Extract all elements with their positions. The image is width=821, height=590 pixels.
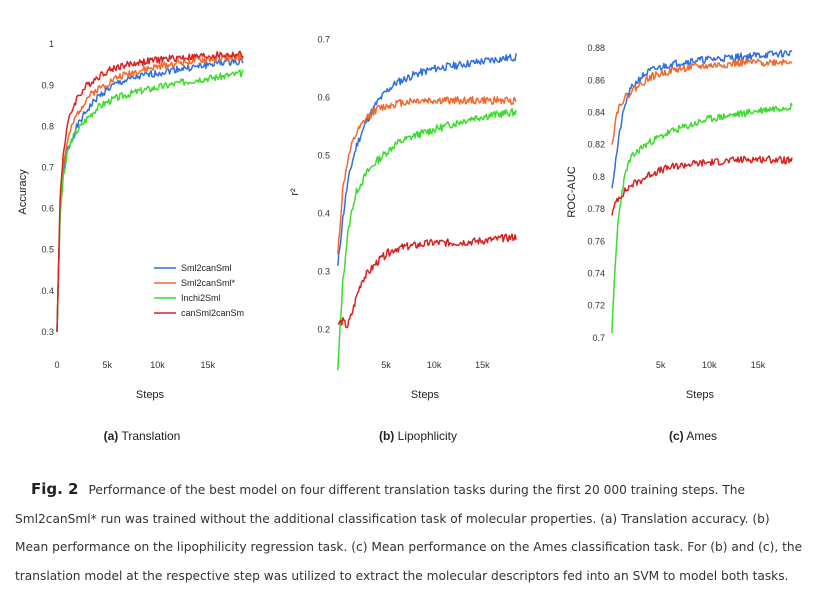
subfigure-caption-a: (a) Translation (104, 429, 181, 443)
y-tick-labels: 0.2 0.3 0.4 0.5 0.6 0.7 (317, 35, 330, 335)
y-tick-label: 0.8 (592, 172, 605, 182)
x-tick-labels: 5k 10k 15k (656, 360, 766, 370)
y-axis-label: ROC-AUC (566, 166, 578, 217)
series-lines (337, 53, 517, 371)
y-tick-label: 0.72 (587, 301, 605, 311)
legend-entry-sml2cansml-star: Sml2canSml* (181, 278, 236, 288)
y-tick-label: 0.3 (317, 267, 330, 277)
y-tick-label: 0.78 (587, 204, 605, 214)
y-tick-label: 0.4 (317, 209, 330, 219)
y-axis-label: Accuracy (17, 169, 29, 215)
series-line-inchi2sml (611, 102, 793, 334)
x-tick-labels: 0 5k 10k 15k (54, 360, 215, 370)
series-line-cansml2cansm (56, 50, 244, 332)
series-line-sml2cansml-star (337, 96, 517, 255)
series-line-sml2cansml-star (56, 52, 244, 332)
y-tick-label: 0.76 (587, 236, 605, 246)
x-axis-label: Steps (686, 389, 715, 401)
series-line-sml2cansml (337, 53, 517, 266)
y-tick-label: 0.88 (587, 43, 605, 53)
y-tick-label: 0.9 (41, 80, 54, 90)
x-tick-label: 0 (54, 360, 59, 370)
y-tick-label: 0.82 (587, 140, 605, 150)
x-tick-label: 10k (150, 360, 165, 370)
series-line-sml2cansml (56, 57, 244, 332)
y-tick-label: 0.74 (587, 269, 605, 279)
figure-caption-text: Performance of the best model on four di… (15, 483, 803, 583)
legend-entry-cansml2cansm: canSml2canSm (181, 308, 244, 318)
series-lines (611, 49, 793, 334)
series-line-inchi2sml (56, 69, 244, 332)
legend-entry-inchi2sml: Inchi2Sml (181, 293, 221, 303)
y-axis-label: r² (289, 188, 301, 196)
x-axis-label: Steps (136, 389, 165, 401)
y-tick-labels: 0.3 0.4 0.5 0.6 0.7 0.8 0.9 1 (41, 39, 54, 337)
y-tick-label: 0.6 (41, 204, 54, 214)
figure-2: Accuracy Steps 0 5k 10k 15k 0.30.40.50.60.7… (17, 35, 793, 443)
x-tick-label: 5k (656, 360, 666, 370)
y-tick-label: 0.3 (41, 327, 54, 337)
x-tick-label: 15k (475, 360, 490, 370)
x-tick-label: 5k (103, 360, 113, 370)
x-tick-label: 10k (427, 360, 442, 370)
x-tick-label: 15k (751, 360, 766, 370)
y-tick-label: 0.84 (587, 107, 605, 117)
figure-caption: Fig. 2 Performance of the best model on f… (15, 475, 805, 590)
chart-lipophilicity: r² Steps 5k 10k 15k 0.2 0.3 0.4 0.5 0.6 0.7 (b)… (289, 35, 517, 443)
y-tick-label: 0.4 (41, 286, 54, 296)
y-tick-label: 0.2 (317, 325, 330, 335)
legend-entry-sml2cansml: Sml2canSml (181, 263, 232, 273)
x-tick-label: 10k (702, 360, 717, 370)
subfigure-caption-b: (b) Lipophlicity (379, 429, 457, 443)
x-tick-label: 15k (201, 360, 216, 370)
y-tick-label: 0.6 (317, 93, 330, 103)
y-tick-label: 1 (49, 39, 54, 49)
x-tick-labels: 5k 10k 15k (381, 360, 490, 370)
chart-ames: ROC-AUC Steps 5k 10k 15k 0.70.720.740.760.… (566, 43, 793, 443)
y-tick-label: 0.7 (592, 333, 605, 343)
y-tick-label: 0.5 (317, 151, 330, 161)
figure-label: Fig. 2 (31, 480, 79, 498)
y-tick-label: 0.86 (587, 75, 605, 85)
legend: Sml2canSml Sml2canSml* Inchi2Sml canSml2… (154, 263, 244, 318)
x-tick-label: 5k (381, 360, 391, 370)
series-line-sml2cansml-star (611, 58, 793, 145)
series-line-cansml2cansm (611, 155, 793, 216)
y-tick-label: 0.8 (41, 121, 54, 131)
y-tick-labels: 0.7 0.72 0.74 0.76 0.78 0.8 0.82 0.84 0.86 0.88 (587, 43, 605, 343)
series-line-cansml2cansm (337, 233, 517, 329)
y-tick-label: 0.7 (41, 163, 54, 173)
subfigure-caption-c: (c) Ames (669, 429, 717, 443)
y-tick-label: 0.5 (41, 245, 54, 255)
series-line-inchi2sml (337, 108, 517, 371)
y-tick-label: 0.7 (317, 35, 330, 45)
series-line-sml2cansml (611, 49, 793, 189)
series-lines (56, 50, 244, 332)
chart-translation: Accuracy Steps 0 5k 10k 15k 0.3 0.4 0.5 0.6 0.7… (17, 39, 244, 443)
x-axis-label: Steps (411, 389, 440, 401)
